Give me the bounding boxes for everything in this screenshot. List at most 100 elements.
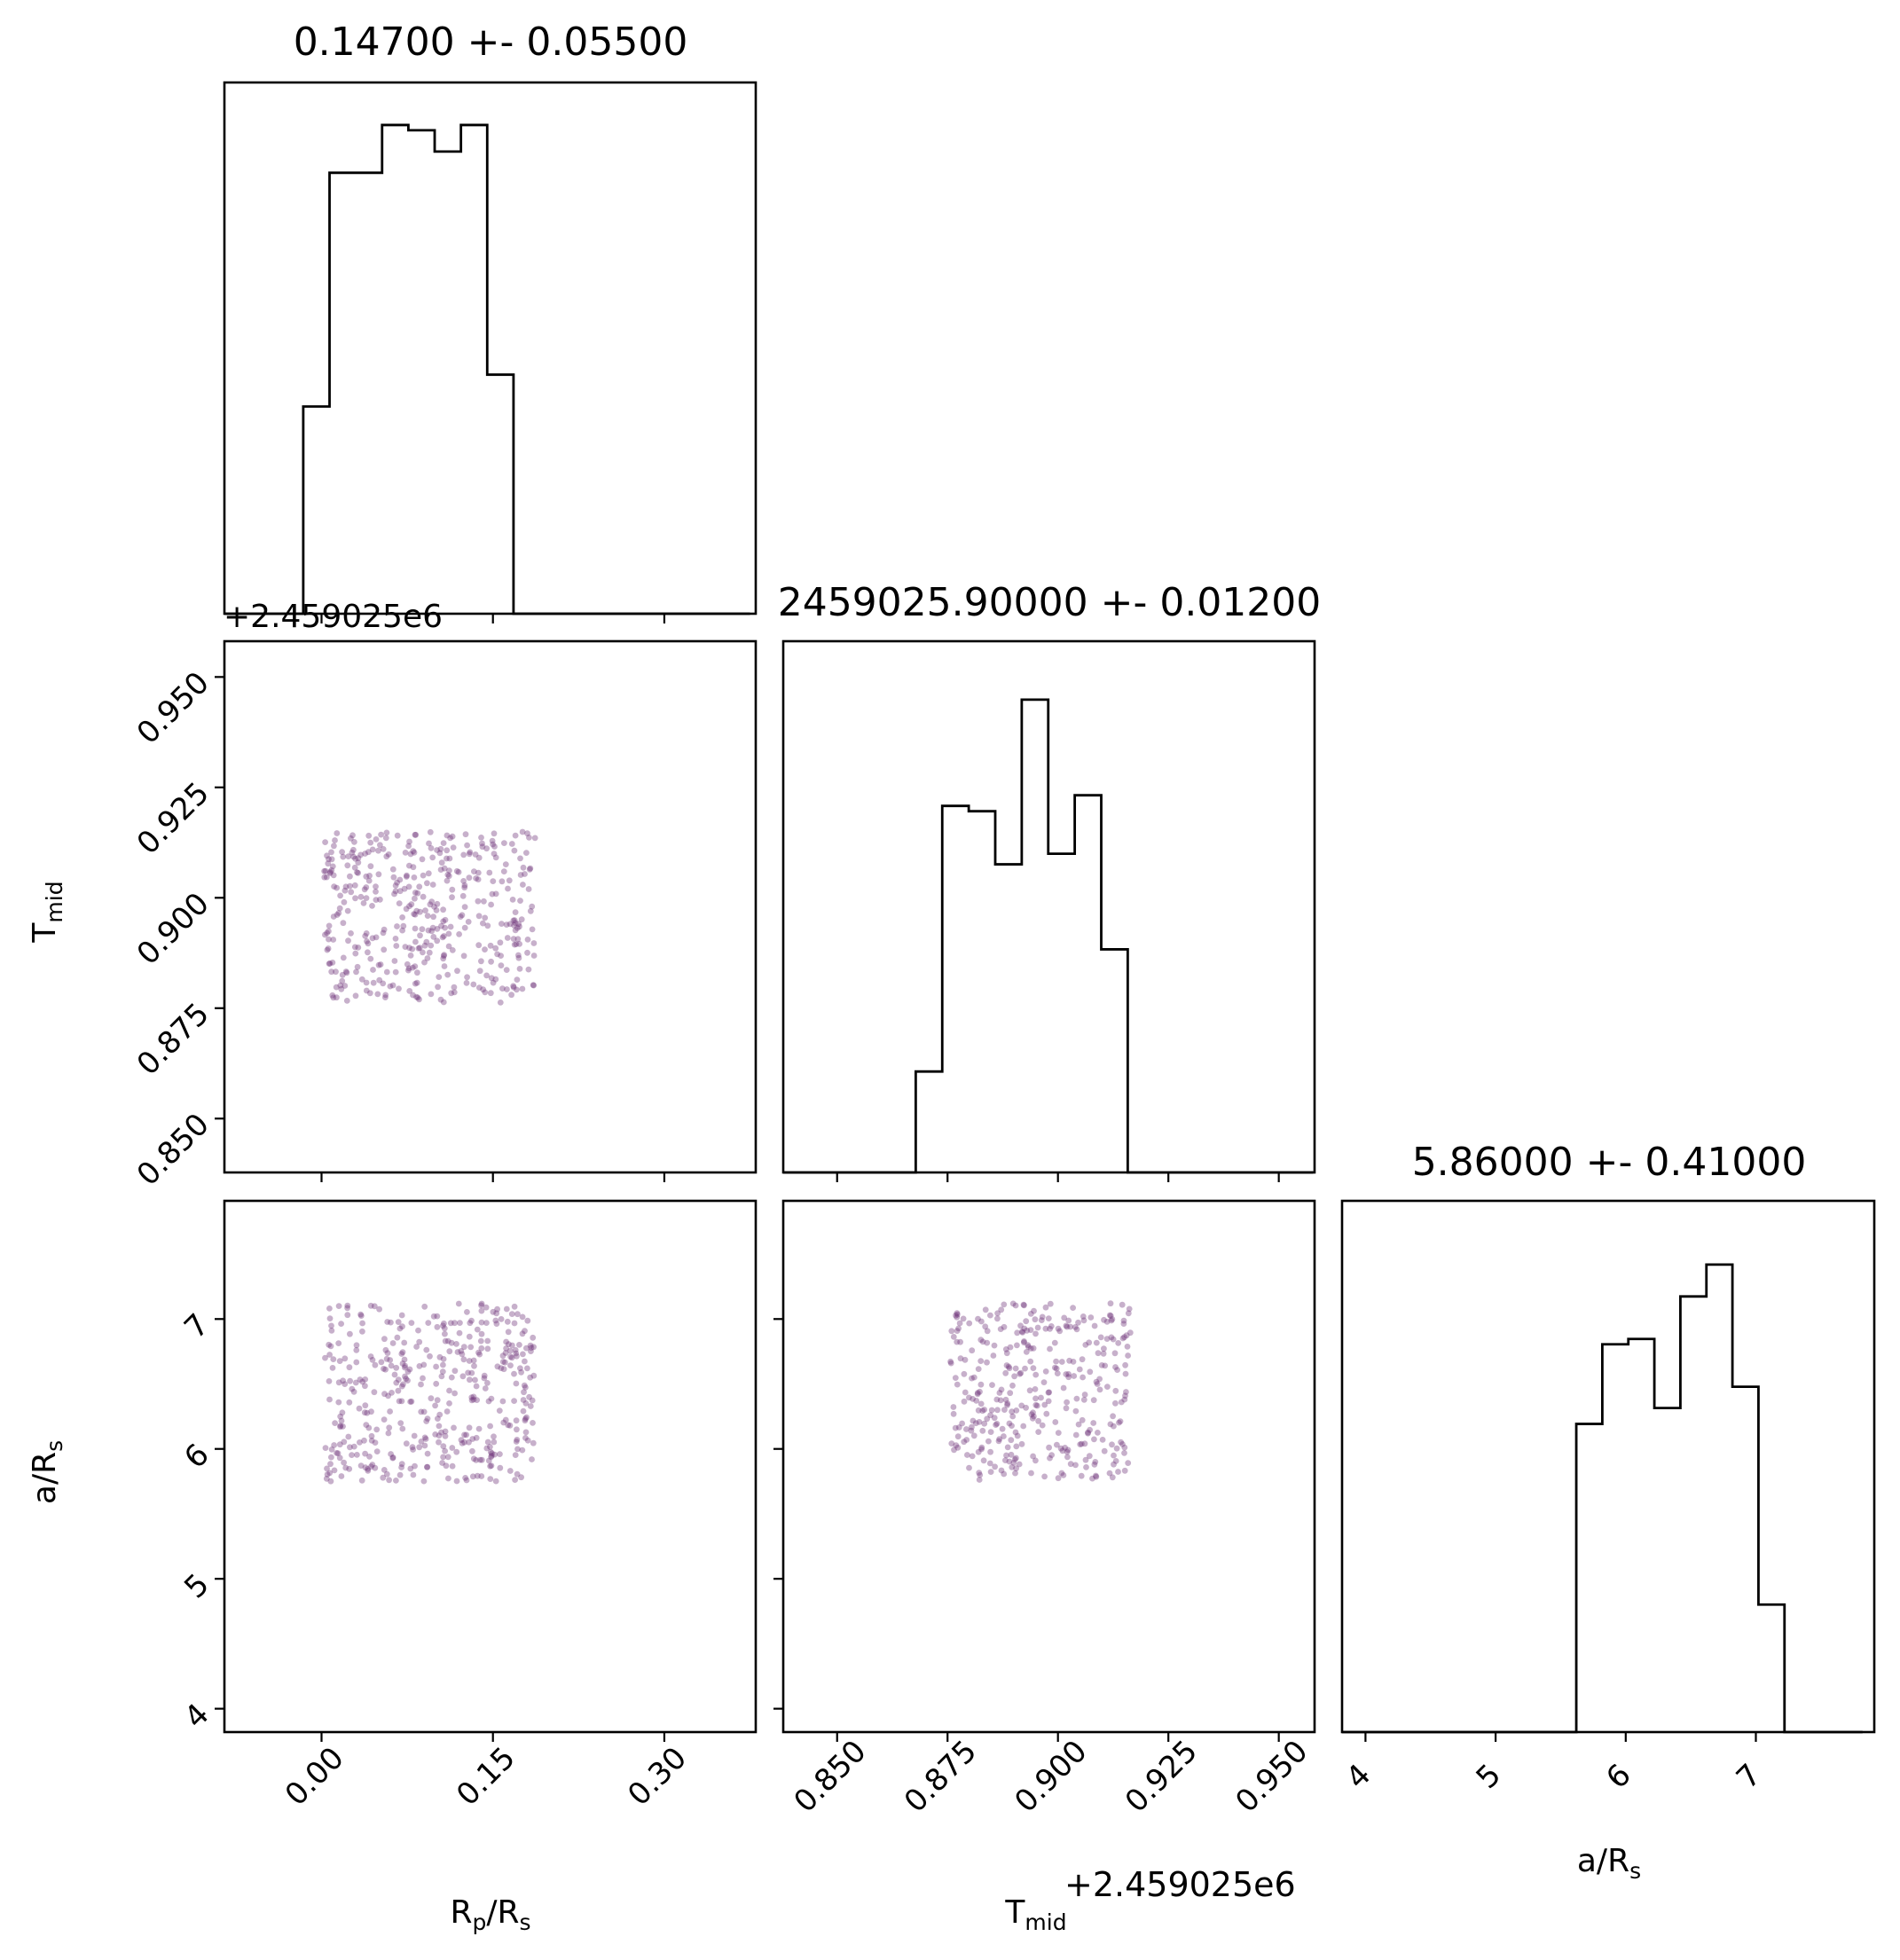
scatter-point bbox=[511, 1320, 518, 1327]
scatter-point bbox=[1018, 1402, 1025, 1409]
scatter-point bbox=[395, 1387, 402, 1394]
scatter-point bbox=[403, 906, 410, 913]
scatter-point bbox=[399, 1360, 406, 1367]
scatter-point bbox=[404, 1368, 412, 1375]
scatter-point bbox=[412, 1462, 418, 1470]
scatter-point bbox=[1018, 1329, 1025, 1335]
scatter-point bbox=[415, 1327, 421, 1334]
scatter-point bbox=[407, 851, 414, 858]
ytick-label-scatter-rp-tmid: 0.925 bbox=[130, 775, 216, 861]
scatter-point bbox=[1019, 1329, 1026, 1336]
scatter-point bbox=[1086, 1453, 1093, 1460]
scatter-point bbox=[1107, 1313, 1114, 1319]
scatter-point bbox=[512, 927, 519, 934]
scatter-point bbox=[392, 968, 399, 976]
scatter-point bbox=[1070, 1359, 1077, 1365]
xtick-label-scatter-tmid-ars: 0.875 bbox=[898, 1734, 984, 1820]
scatter-point bbox=[357, 893, 365, 900]
scatter-point bbox=[1115, 1469, 1121, 1475]
scatter-point bbox=[355, 869, 361, 876]
scatter-point bbox=[1093, 1378, 1100, 1385]
scatter-point bbox=[323, 1475, 330, 1482]
scatter-point bbox=[327, 868, 334, 875]
scatter-point bbox=[505, 1422, 512, 1429]
scatter-point bbox=[373, 883, 379, 890]
scatter-point bbox=[494, 1305, 500, 1313]
scatter-point bbox=[524, 1365, 530, 1372]
scatter-point bbox=[1118, 1439, 1124, 1446]
scatter-point bbox=[335, 1399, 342, 1406]
scatter-point bbox=[972, 1420, 979, 1427]
scatter-point bbox=[435, 1415, 441, 1422]
scatter-point bbox=[440, 906, 446, 913]
scatter-point bbox=[1090, 1420, 1097, 1426]
scatter-point bbox=[515, 952, 522, 959]
scatter-point bbox=[1125, 1460, 1132, 1466]
scatter-point bbox=[412, 938, 419, 945]
scatter-point bbox=[520, 864, 527, 871]
scatter-point bbox=[491, 830, 498, 837]
scatter-point bbox=[407, 1399, 413, 1405]
scatter-point bbox=[416, 1444, 423, 1451]
xtick-label-scatter-tmid-ars: 0.850 bbox=[787, 1734, 873, 1820]
scatter-point bbox=[358, 1477, 365, 1484]
scatter-point bbox=[412, 980, 419, 987]
scatter-point bbox=[381, 946, 388, 953]
scatter-point bbox=[359, 1320, 365, 1327]
scatter-point bbox=[1107, 1300, 1114, 1307]
scatter-point bbox=[499, 1352, 506, 1360]
scatter-point bbox=[389, 866, 396, 873]
scatter-point bbox=[1032, 1371, 1040, 1378]
scatter-point bbox=[486, 869, 493, 876]
scatter-point bbox=[491, 1439, 498, 1446]
scatter-point bbox=[338, 1417, 345, 1424]
scatter-point bbox=[413, 907, 420, 914]
scatter-point bbox=[519, 828, 526, 835]
scatter-point bbox=[413, 1344, 420, 1350]
scatter-point bbox=[472, 1376, 478, 1384]
ytick-label-scatter-rp-ars: 7 bbox=[177, 1307, 216, 1346]
scatter-point bbox=[454, 968, 460, 975]
scatter-point bbox=[952, 1424, 959, 1431]
scatter-point bbox=[516, 966, 523, 972]
scatter-point bbox=[362, 1464, 369, 1471]
scatter-point bbox=[1060, 1384, 1067, 1392]
scatter-point bbox=[330, 872, 337, 879]
scatter-point bbox=[361, 1409, 368, 1416]
scatter-point bbox=[436, 1439, 442, 1446]
scatter-point bbox=[490, 878, 497, 884]
scatter-point bbox=[416, 1338, 423, 1345]
scatter-point bbox=[512, 909, 519, 915]
scatter-point bbox=[326, 1396, 333, 1403]
scatter-point bbox=[451, 989, 458, 996]
scatter-point bbox=[1070, 1305, 1076, 1311]
scatter-point bbox=[377, 842, 383, 849]
scatter-point bbox=[948, 1440, 955, 1446]
scatter-point bbox=[444, 971, 451, 978]
scatter-point bbox=[1027, 1327, 1034, 1333]
scatter-point bbox=[529, 926, 536, 933]
scatter-point bbox=[427, 828, 434, 835]
scatter-point bbox=[473, 1383, 480, 1390]
axes-frame-hist-ars bbox=[1340, 1199, 1876, 1734]
scatter-point bbox=[522, 1417, 529, 1424]
ylabel-tmid: Tmid bbox=[27, 881, 67, 943]
xlabel-tmid: Tmid bbox=[1004, 1894, 1066, 1935]
scatter-point bbox=[473, 1434, 480, 1441]
scatter-point bbox=[1023, 1318, 1030, 1325]
scatter-point bbox=[369, 846, 376, 853]
scatter-point bbox=[326, 1341, 333, 1348]
scatter-point bbox=[1087, 1426, 1093, 1433]
xtick-label-scatter-tmid-ars: 0.950 bbox=[1229, 1734, 1315, 1820]
scatter-point bbox=[1072, 1431, 1080, 1439]
scatter-point bbox=[1091, 1461, 1098, 1468]
scatter-point bbox=[365, 1468, 372, 1474]
scatter-point bbox=[415, 945, 422, 952]
scatter-point bbox=[1119, 1335, 1127, 1342]
scatter-point bbox=[396, 1398, 403, 1405]
scatter-point bbox=[420, 1408, 428, 1415]
scatter-point bbox=[468, 1317, 475, 1324]
scatter-point bbox=[436, 1423, 443, 1430]
scatter-point bbox=[321, 874, 328, 881]
scatter-point bbox=[1111, 1350, 1119, 1357]
